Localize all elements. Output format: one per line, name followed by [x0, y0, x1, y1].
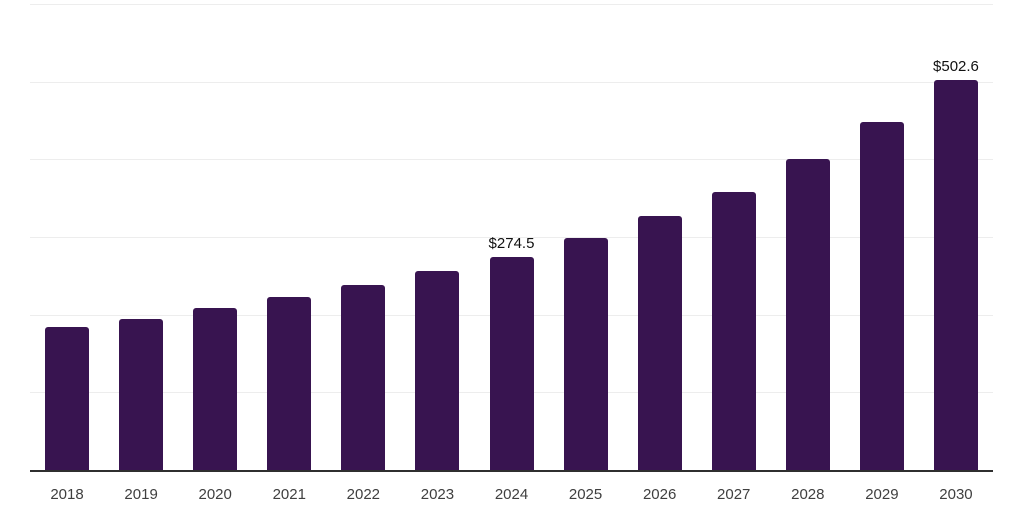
bar-2020 [193, 307, 238, 470]
x-tick-2024: 2024 [494, 486, 529, 503]
data-label-2024: $274.5 [488, 234, 535, 252]
x-tick-2020: 2020 [198, 486, 232, 503]
x-tick-2021: 2021 [272, 486, 306, 503]
x-tick-2018: 2018 [50, 486, 84, 503]
x-tick-2028: 2028 [791, 486, 825, 503]
bar-2025 [563, 237, 608, 470]
x-tick-2022: 2022 [346, 486, 381, 503]
x-tick-2026: 2026 [642, 486, 677, 503]
bar-2027 [711, 191, 756, 470]
x-tick-2030: 2030 [939, 486, 973, 503]
bar-2022 [341, 285, 386, 470]
x-tick-2027: 2027 [717, 486, 751, 503]
bar-2018 [45, 327, 90, 470]
bar-2024 [489, 256, 534, 470]
x-tick-2025: 2025 [568, 486, 603, 503]
bar-2028 [785, 158, 830, 470]
bar-2029 [859, 122, 904, 470]
bar-2021 [267, 296, 312, 470]
gridline-y-400 [30, 159, 993, 161]
data-label-2030: $502.6 [933, 57, 979, 75]
gridline-y-600 [30, 4, 993, 5]
x-tick-2019: 2019 [124, 486, 158, 503]
bar-2030 [933, 79, 978, 470]
bar-2023 [415, 271, 460, 470]
x-tick-2029: 2029 [865, 486, 899, 503]
gridline-y-500 [30, 81, 993, 83]
x-tick-2023: 2023 [420, 486, 455, 503]
bar-2026 [637, 216, 682, 470]
gridline-y-300 [30, 237, 993, 238]
bar-2019 [119, 318, 164, 470]
x-axis-line [30, 470, 993, 472]
